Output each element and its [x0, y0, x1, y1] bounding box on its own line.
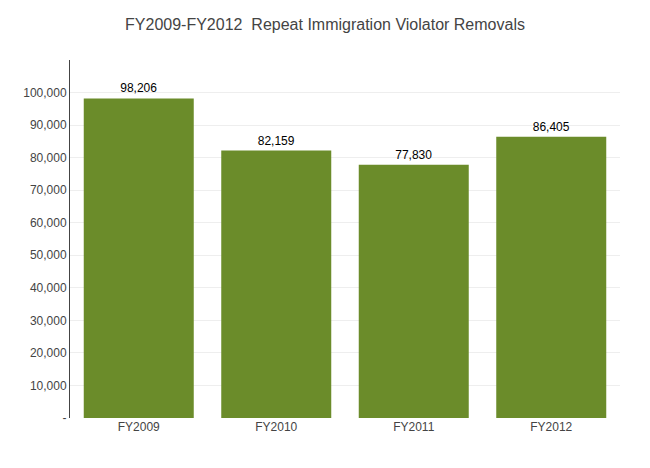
svg-text:FY2009: FY2009 [118, 420, 160, 434]
svg-text:100,000: 100,000 [23, 86, 67, 100]
svg-text:FY2009-FY2012 Repeat Immigrat: FY2009-FY2012 Repeat Immigration Violato… [125, 16, 525, 33]
svg-text:82,159: 82,159 [258, 134, 295, 148]
svg-text:60,000: 60,000 [30, 216, 67, 230]
svg-text:10,000: 10,000 [30, 379, 67, 393]
svg-text:50,000: 50,000 [30, 248, 67, 262]
svg-text:70,000: 70,000 [30, 183, 67, 197]
svg-text:-: - [63, 411, 67, 425]
svg-text:77,830: 77,830 [395, 148, 432, 162]
svg-text:30,000: 30,000 [30, 314, 67, 328]
svg-text:86,405: 86,405 [533, 120, 570, 134]
svg-text:FY2010: FY2010 [255, 420, 297, 434]
svg-text:40,000: 40,000 [30, 281, 67, 295]
svg-text:FY2012: FY2012 [530, 420, 572, 434]
svg-text:FY2011: FY2011 [393, 420, 434, 434]
svg-text:98,206: 98,206 [120, 81, 157, 95]
svg-text:90,000: 90,000 [30, 118, 67, 132]
svg-text:20,000: 20,000 [30, 346, 67, 360]
svg-text:80,000: 80,000 [30, 151, 67, 165]
